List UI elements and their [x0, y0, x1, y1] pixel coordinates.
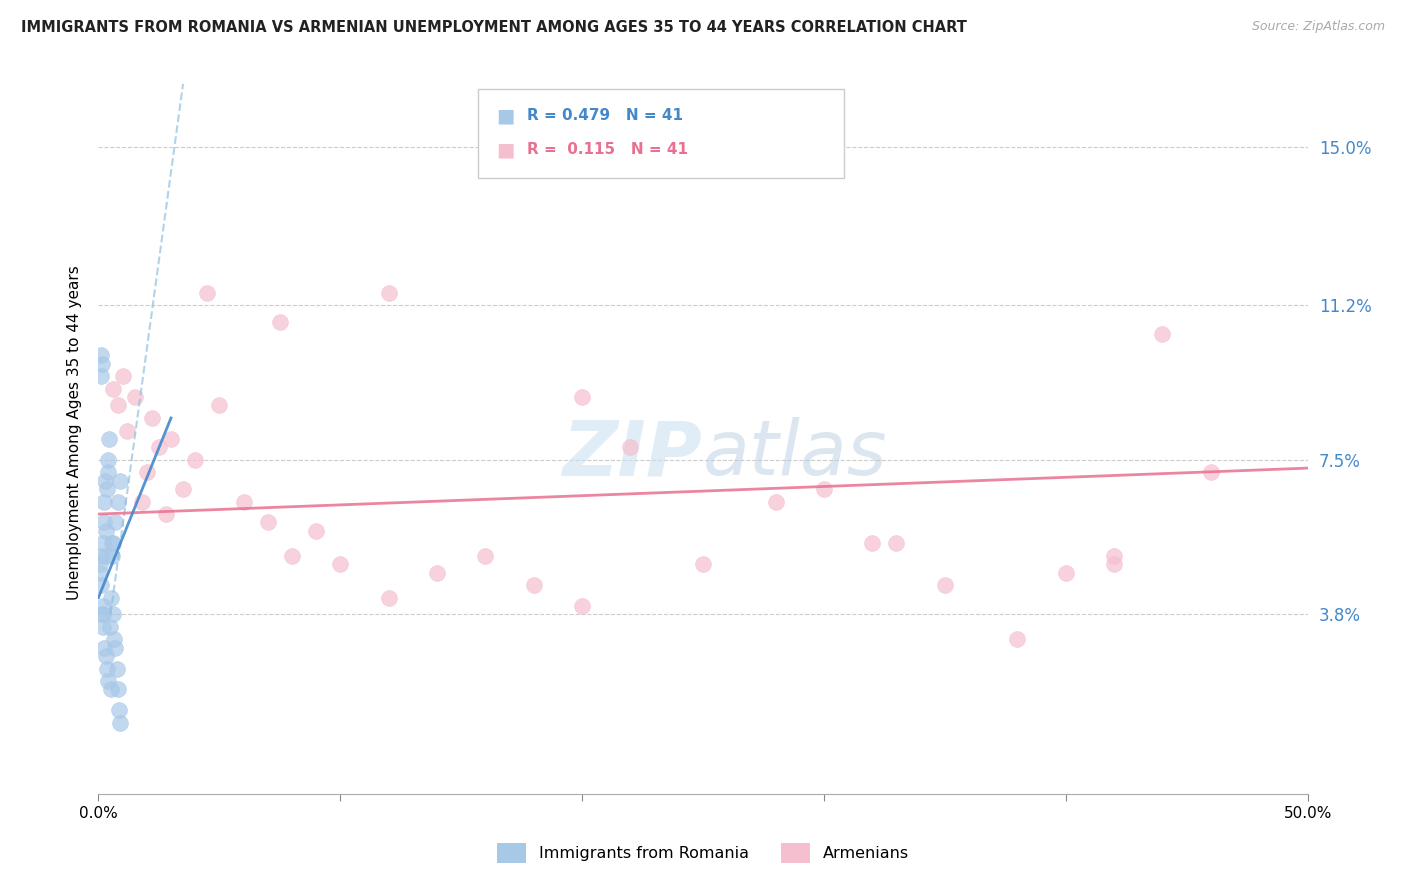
Point	[104, 640, 127, 655]
Point	[108, 715, 131, 730]
Text: R = 0.479   N = 41: R = 0.479 N = 41	[527, 109, 683, 123]
Point	[523, 578, 546, 592]
Point	[1054, 566, 1077, 580]
Point	[1199, 465, 1222, 479]
Point	[94, 648, 117, 663]
Point	[89, 566, 111, 580]
Point	[934, 578, 956, 592]
Point	[97, 452, 120, 467]
Point	[98, 432, 121, 446]
Point	[104, 516, 127, 530]
Point	[1102, 549, 1125, 563]
Point	[100, 682, 122, 697]
Point	[96, 662, 118, 676]
Point	[160, 432, 183, 446]
Point	[97, 465, 120, 479]
Point	[93, 494, 115, 508]
Point	[208, 399, 231, 413]
Point	[377, 285, 399, 300]
Point	[96, 482, 118, 496]
Point	[172, 482, 194, 496]
Text: ■: ■	[496, 106, 515, 126]
Point	[93, 516, 115, 530]
Point	[94, 524, 117, 538]
Text: IMMIGRANTS FROM ROMANIA VS ARMENIAN UNEMPLOYMENT AMONG AGES 35 TO 44 YEARS CORRE: IMMIGRANTS FROM ROMANIA VS ARMENIAN UNEM…	[21, 20, 967, 35]
Point	[91, 536, 114, 550]
Point	[97, 674, 120, 689]
Point	[103, 632, 125, 647]
Point	[107, 399, 129, 413]
Point	[91, 357, 114, 371]
Point	[94, 474, 117, 488]
Point	[813, 482, 835, 496]
Point	[474, 549, 496, 563]
Point	[101, 607, 124, 622]
Point	[619, 440, 641, 454]
Point	[256, 516, 278, 530]
Text: atlas: atlas	[703, 417, 887, 491]
Point	[117, 424, 139, 438]
Point	[107, 494, 129, 508]
Point	[100, 536, 122, 550]
Point	[155, 507, 177, 521]
Point	[860, 536, 883, 550]
Point	[91, 607, 114, 622]
Point	[1152, 327, 1174, 342]
Point	[91, 599, 114, 613]
Point	[377, 591, 399, 605]
Point	[571, 390, 593, 404]
Point	[108, 474, 131, 488]
Point	[100, 591, 122, 605]
Point	[571, 599, 593, 613]
Point	[90, 348, 112, 362]
Point	[124, 390, 146, 404]
Text: ■: ■	[496, 140, 515, 160]
Point	[1102, 557, 1125, 571]
Point	[108, 703, 131, 717]
Point	[105, 662, 128, 676]
Point	[329, 557, 352, 571]
Point	[91, 607, 114, 622]
Point	[281, 549, 304, 563]
Point	[692, 557, 714, 571]
Point	[1007, 632, 1029, 647]
Point	[195, 285, 218, 300]
Point	[184, 452, 207, 467]
Point	[90, 549, 112, 563]
Point	[148, 440, 170, 454]
Text: ZIP: ZIP	[564, 417, 703, 491]
Text: R =  0.115   N = 41: R = 0.115 N = 41	[527, 143, 689, 157]
Point	[305, 524, 328, 538]
Point	[98, 620, 121, 634]
Legend: Immigrants from Romania, Armenians: Immigrants from Romania, Armenians	[491, 837, 915, 869]
Point	[100, 549, 122, 563]
Point	[232, 494, 254, 508]
Point	[765, 494, 787, 508]
Point	[90, 369, 112, 384]
Point	[269, 315, 291, 329]
Point	[91, 620, 114, 634]
Y-axis label: Unemployment Among Ages 35 to 44 years: Unemployment Among Ages 35 to 44 years	[66, 265, 82, 600]
Point	[886, 536, 908, 550]
Point	[135, 465, 157, 479]
Point	[101, 382, 124, 396]
Point	[96, 549, 118, 563]
Point	[131, 494, 153, 508]
Point	[93, 640, 115, 655]
Point	[89, 557, 111, 571]
Point	[426, 566, 449, 580]
Point	[101, 536, 124, 550]
Point	[141, 411, 163, 425]
Point	[107, 682, 129, 697]
Text: Source: ZipAtlas.com: Source: ZipAtlas.com	[1251, 20, 1385, 33]
Point	[90, 578, 112, 592]
Point	[111, 369, 134, 384]
